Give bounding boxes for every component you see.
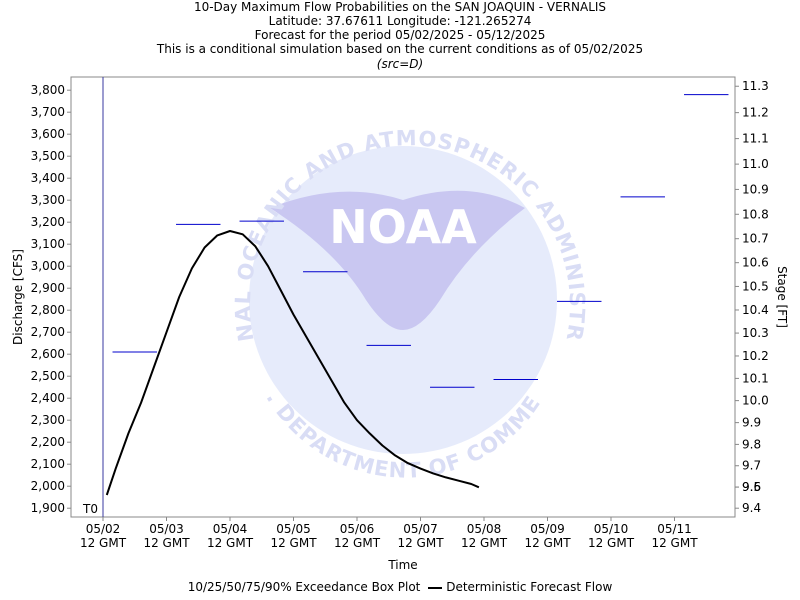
y-left-tick-label: 3,000 (31, 259, 65, 273)
x-tick-label-time: 12 GMT (588, 536, 635, 550)
forecast-flow-line (105, 230, 480, 496)
y-left-tick-label: 3,600 (31, 127, 65, 141)
noaa-watermark-center-text: NOAA (329, 200, 477, 254)
y-left-tick-label: 3,300 (31, 193, 65, 207)
y-right-tick-label: 9.6 (742, 480, 761, 494)
y-right-tick-label: 10.3 (742, 326, 769, 340)
y-left-tick-label: 3,500 (31, 149, 65, 163)
y-right-tick-label: 11.1 (742, 132, 769, 146)
y-right-tick-label: 9.4 (742, 501, 761, 515)
x-tick-label-time: 12 GMT (524, 536, 571, 550)
legend-box-plot-label: 10/25/50/75/90% Exceedance Box Plot (187, 580, 421, 594)
y-axis-left: 1,900 2,000 2,100 2,200 2,300 2,400 2,500 2,600… (31, 83, 71, 515)
y-left-tick-label: 2,700 (31, 325, 65, 339)
y-left-tick-label: 2,200 (31, 435, 65, 449)
y-left-tick-label: 1,900 (31, 501, 65, 515)
y-left-tick-label: 2,500 (31, 369, 65, 383)
x-tick-label-date: 05/05 (276, 522, 311, 536)
y-right-tick-label: 9.7 (742, 459, 761, 473)
y-right-tick-label: 11.2 (742, 106, 769, 120)
y-left-tick-label: 3,100 (31, 237, 65, 251)
chart-title: 10-Day Maximum Flow Probabilities on the… (193, 0, 607, 14)
x-tick-label-time: 12 GMT (651, 536, 698, 550)
x-tick-label-date: 05/03 (149, 522, 184, 536)
x-tick-label-date: 05/02 (86, 522, 121, 536)
x-tick-label-time: 12 GMT (80, 536, 127, 550)
y-left-tick-label: 3,400 (31, 171, 65, 185)
legend-forecast-line-label: Deterministic Forecast Flow (446, 580, 613, 594)
exceedance-bands (112, 94, 729, 388)
y-right-tick-label: 10.5 (742, 279, 769, 293)
y-right-tick-label: 11.0 (742, 157, 769, 171)
x-tick-label-date: 05/06 (340, 522, 375, 536)
y-right-tick-label: 10.6 (742, 256, 769, 270)
y-left-tick-label: 2,300 (31, 413, 65, 427)
y-right-tick-label: 10.9 (742, 182, 769, 196)
y-right-tick-label: 9.5 (742, 480, 761, 494)
x-tick-label-time: 12 GMT (270, 536, 317, 550)
y-right-tick-label: 10.4 (742, 303, 769, 317)
x-axis-title: Time (387, 558, 417, 572)
y-right-tick-label: 10.1 (742, 371, 769, 385)
y-left-tick-label: 2,600 (31, 347, 65, 361)
noaa-watermark-bird (270, 190, 525, 330)
y-right-tick-label: 9.8 (742, 437, 761, 451)
y-left-tick-label: 2,100 (31, 457, 65, 471)
y-axis-right: 9.4 9.59.6 9.7 9.8 9.9 10.0 10.1 10.2 10.3 10.4 10… (735, 79, 769, 515)
y-left-tick-label: 2,400 (31, 391, 65, 405)
chart-legend: 10/25/50/75/90% Exceedance Box Plot Dete… (0, 580, 800, 594)
x-tick-label-time: 12 GMT (334, 536, 381, 550)
x-tick-label-time: 12 GMT (461, 536, 508, 550)
y-left-tick-label: 3,800 (31, 83, 65, 97)
x-tick-label-date: 05/09 (530, 522, 565, 536)
y-right-tick-label: 10.7 (742, 232, 769, 246)
y-axis-left-title: Discharge [CFS] (11, 249, 25, 345)
x-tick-label-date: 05/10 (594, 522, 629, 536)
x-tick-label-date: 05/08 (467, 522, 502, 536)
x-tick-label-date: 05/11 (657, 522, 692, 536)
y-right-tick-label: 11.3 (742, 79, 769, 93)
x-tick-label-time: 12 GMT (143, 536, 190, 550)
y-right-tick-label: 9.9 (742, 416, 761, 430)
chart-source-note: (src=D) (376, 57, 424, 71)
y-right-tick-label: 10.8 (742, 207, 769, 221)
plot-frame (70, 76, 736, 518)
x-tick-label-time: 12 GMT (207, 536, 254, 550)
legend-forecast-line-swatch (428, 586, 443, 589)
chart-subtitle-period: Forecast for the period 05/02/2025 - 05/… (254, 28, 546, 42)
t0-label: T0 (82, 502, 98, 516)
noaa-watermark: NOAA NATIONAL OCEANIC AND ATMOSPHERIC AD… (0, 0, 588, 483)
chart-subtitle-location: Latitude: 37.67611 Longitude: -121.26527… (268, 14, 532, 28)
x-tick-label-date: 05/07 (403, 522, 438, 536)
x-tick-label-date: 05/04 (213, 522, 248, 536)
y-left-tick-label: 2,900 (31, 281, 65, 295)
y-left-tick-label: 2,800 (31, 303, 65, 317)
y-axis-right-title: Stage [FT] (775, 266, 789, 328)
y-right-tick-label: 10.2 (742, 349, 769, 363)
y-right-tick-label: 10.0 (742, 394, 769, 408)
y-left-tick-label: 3,200 (31, 215, 65, 229)
forecast-series (105, 230, 480, 496)
chart-subtitle-conditions: This is a conditional simulation based o… (156, 42, 644, 56)
y-left-tick-label: 2,000 (31, 479, 65, 493)
x-tick-label-time: 12 GMT (397, 536, 444, 550)
y-left-tick-label: 3,700 (31, 105, 65, 119)
